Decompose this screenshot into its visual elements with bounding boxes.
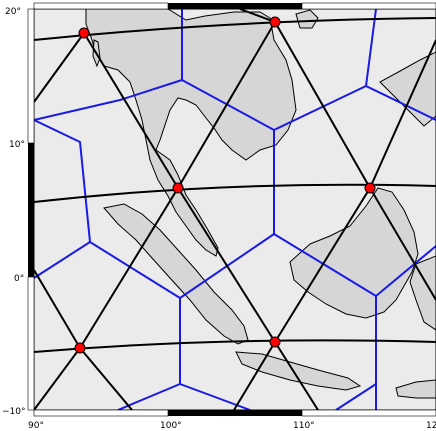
land-islands-east [395,379,436,399]
voronoi-cell-edge [179,383,251,411]
frame-left-light [27,276,35,411]
triangle-edge [239,8,276,23]
lon-tick-label: 12 [426,421,436,431]
lat-tick-label: −10° [2,407,26,417]
triangle-edge [33,21,276,411]
lon-tick-label: 90° [28,421,44,431]
lon-tick-label: 100° [160,421,182,431]
triangulation-edges [33,8,436,411]
triangle-edge [83,32,319,411]
node-marker [269,16,281,28]
lon-tick-label: 110° [293,421,315,431]
frame-bottom-light [33,409,169,417]
land-hainan [295,9,319,29]
map-frame [27,2,436,417]
voronoi-cell-edge [335,383,377,411]
frame-top-light [301,2,436,10]
nodes [74,16,376,354]
triangle-edge [33,32,85,103]
land-borneo [289,187,419,319]
land-indochina [85,8,297,257]
longitude-tick-labels: 90° 100° 110° 12 [28,421,436,431]
frame-bottom-light [301,409,436,417]
voronoi-cell-edge [33,9,183,121]
node-marker [269,336,281,348]
node-marker [364,182,376,194]
voronoi-edges [33,8,436,411]
triangle-edge [233,39,436,411]
triangle-edge [33,269,81,349]
node-marker [172,182,184,194]
frame-bottom-bar [168,410,302,416]
land-sumatra [103,203,249,345]
triangle-edge [33,339,436,353]
latitude-tick-labels: 20° 10° 0° −10° [2,7,26,417]
frame-top-bar [168,3,302,9]
lat-tick-label: 20° [5,7,21,17]
frame-top-light [33,2,169,10]
lat-tick-label: 10° [9,140,25,150]
frame-left-bar [28,143,34,277]
node-marker [78,27,90,39]
triangle-edge [33,183,436,203]
voronoi-cell-edge [33,241,91,279]
node-marker [74,342,86,354]
frame-left-light [27,8,35,144]
lat-tick-label: 0° [14,274,24,284]
voronoi-cell-edge [365,85,436,121]
triangle-edge [79,347,133,411]
land-sulawesi [409,255,436,331]
